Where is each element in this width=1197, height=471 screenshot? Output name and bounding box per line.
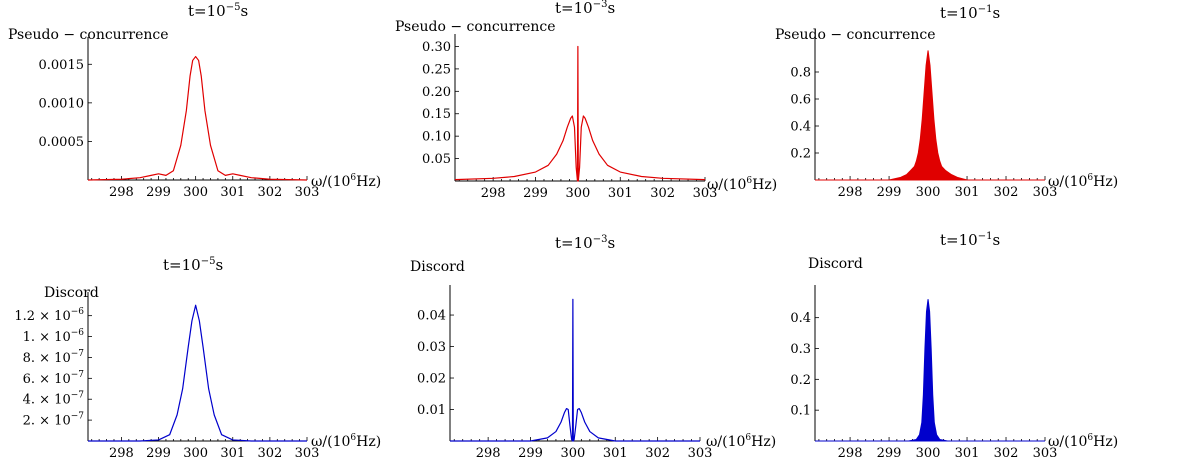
x-tick-label: 302 [994,446,1019,461]
y-tick-label: 6. × 10−7 [23,370,85,387]
x-tick-label: 299 [146,446,171,461]
x-tick-label: 303 [693,186,718,201]
y-axis-label: Discord [410,259,465,275]
x-tick-label: 299 [877,446,902,461]
chart-title: t=10−1s [940,231,1000,249]
chart-title: t=10−5s [188,2,248,20]
x-tick-label: 300 [565,186,590,201]
y-tick-label: 0.0010 [39,96,85,111]
x-tick-label: 302 [645,446,670,461]
y-tick-label: 1. × 10−6 [23,328,85,345]
x-tick-label: 300 [183,185,208,200]
x-axis-label: ω/(106Hz) [311,173,381,190]
series-line [87,55,308,181]
x-tick-label: 302 [257,185,282,200]
x-tick-label: 302 [257,446,282,461]
y-tick-label: 0.0015 [39,58,85,73]
y-tick-label: 1.2 × 10−6 [14,307,84,324]
y-tick-label: 0.6 [790,93,811,108]
x-tick-label: 299 [877,185,902,200]
y-tick-label: 0.0005 [39,135,85,150]
x-tick-label: 301 [220,446,245,461]
x-tick-label: 298 [109,185,134,200]
chart-2: 298 299 300 301 302 303 0.05 0.10 0.15 0.20 0.25 0.… [395,0,777,201]
series-line [88,304,307,442]
y-axis-label: Discord [808,256,863,272]
chart-title: t=10−3s [555,234,615,252]
x-axis-label: ω/(106Hz) [1048,173,1118,190]
chart-title: t=10−5s [163,256,223,274]
y-tick-label: 0.01 [417,403,446,418]
y-axis-label: Pseudo − concurrence [8,27,169,43]
y-tick-label: 0.20 [422,85,451,100]
x-axis-label: ω/(106Hz) [707,176,777,193]
series-line [454,45,706,182]
x-tick-label: 303 [1033,185,1058,200]
x-tick-label: 301 [608,186,633,201]
x-tick-label: 301 [220,185,245,200]
x-tick-label: 302 [650,186,675,201]
series-fill [815,50,1045,181]
x-tick-label: 301 [603,446,628,461]
x-tick-label: 298 [481,186,506,201]
x-tick-label: 301 [955,446,980,461]
y-tick-label: 0.1 [790,404,811,419]
y-tick-label: 8. × 10−7 [23,349,85,366]
chart-3: 298 299 300 301 302 303 0.2 0.4 0.6 0.8 t=10−1sPse… [775,4,1118,200]
y-tick-label: 0.04 [417,309,446,324]
x-tick-label: 301 [955,185,980,200]
x-tick-label: 298 [838,185,863,200]
y-tick-label: 4. × 10−7 [23,391,85,408]
chart-title: t=10−3s [555,0,615,17]
y-axis-label: Pseudo − concurrence [775,27,936,43]
y-tick-label: 0.3 [790,342,811,357]
x-tick-label: 303 [295,446,320,461]
chart-5: 298 299 300 301 302 303 0.01 0.02 0.03 0.04 t=10−3… [410,234,776,461]
x-tick-label: 298 [109,446,134,461]
chart-1: 298 299 300 301 302 303 0.0005 0.0010 0.0015 t=10… [8,2,381,200]
x-tick-label: 298 [838,446,863,461]
series-fill [815,299,1045,442]
x-tick-label: 300 [183,446,208,461]
y-axis-label: Discord [44,285,99,301]
x-tick-label: 303 [688,446,713,461]
series-line [450,298,700,442]
y-tick-label: 0.25 [422,62,451,77]
x-tick-label: 299 [146,185,171,200]
y-tick-label: 0.02 [417,372,446,387]
y-tick-label: 0.03 [417,340,446,355]
y-tick-label: 0.2 [790,147,811,162]
x-axis-label: ω/(106Hz) [706,433,776,450]
y-tick-label: 0.05 [422,152,451,167]
x-tick-label: 303 [295,185,320,200]
x-tick-label: 300 [560,446,585,461]
y-tick-label: 0.15 [422,107,451,122]
y-tick-label: 0.30 [422,40,451,55]
y-tick-label: 2. × 10−7 [23,412,85,429]
chart-title: t=10−1s [940,4,1000,22]
x-axis-label: ω/(106Hz) [1048,433,1118,450]
chart-6: 298 299 300 301 302 303 0.1 0.2 0.3 0.4 t=10−1s Dis… [790,231,1118,461]
x-axis-label: ω/(106Hz) [311,433,381,450]
y-tick-label: 0.8 [790,66,811,81]
y-axis-label: Pseudo − concurrence [395,19,556,35]
x-tick-label: 302 [994,185,1019,200]
y-tick-label: 0.2 [790,373,811,388]
x-tick-label: 299 [523,186,548,201]
y-tick-label: 0.10 [422,130,451,145]
x-tick-label: 300 [916,446,941,461]
x-tick-label: 299 [518,446,543,461]
x-tick-label: 300 [916,185,941,200]
x-tick-label: 298 [476,446,501,461]
chart-4: 298 299 300 301 302 303 2. × 10−7 4. × 10−7 6. ×… [14,256,381,461]
y-tick-label: 0.4 [790,311,811,326]
x-tick-label: 303 [1033,446,1058,461]
y-tick-label: 0.4 [790,120,811,135]
